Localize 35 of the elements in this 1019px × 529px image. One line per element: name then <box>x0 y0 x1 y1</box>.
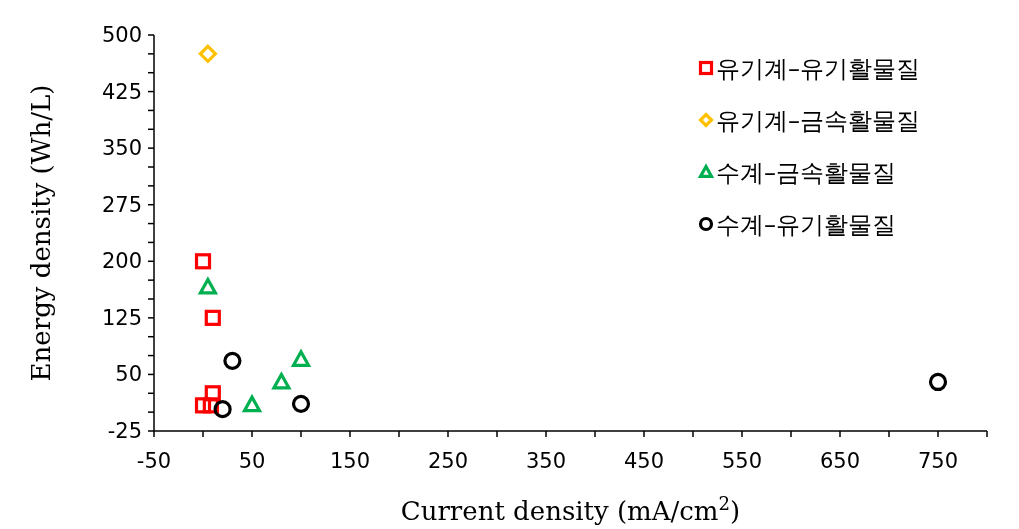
point <box>272 372 291 390</box>
legend-label: 유기계–금속활물질 <box>716 107 920 135</box>
point <box>928 372 948 392</box>
x-tick-label: 50 <box>238 449 266 473</box>
legend-label: 수계–금속활물질 <box>716 159 896 187</box>
x-tick-label: 550 <box>721 449 763 473</box>
point <box>198 277 217 295</box>
y-axis-title: Energy density (Wh/L) <box>26 84 56 382</box>
point <box>194 397 212 414</box>
x-tick-label: 650 <box>819 449 861 473</box>
x-tick-label: 450 <box>623 449 665 473</box>
point <box>223 351 242 370</box>
point <box>291 394 311 413</box>
y-tick-label: 125 <box>101 305 142 330</box>
y-tick-label: 500 <box>101 23 142 47</box>
point <box>213 400 232 419</box>
x-tick-label: 350 <box>525 449 567 473</box>
y-tick-label: -25 <box>107 419 142 443</box>
point <box>194 253 212 270</box>
y-tick-label: 350 <box>101 136 142 161</box>
x-tick-label: 750 <box>917 449 959 473</box>
legend-label: 유기계–유기활물질 <box>716 55 920 83</box>
point <box>204 309 221 326</box>
x-tick-label: 150 <box>329 449 371 473</box>
legend-label: 수계–유기활물질 <box>716 211 896 239</box>
x-tick-label: -50 <box>136 449 172 473</box>
x-axis-title: Current density (mA/cm$^{2}$) <box>400 492 741 526</box>
y-tick-label: 50 <box>115 362 142 387</box>
x-tick-label: 250 <box>427 449 469 473</box>
point <box>291 350 311 367</box>
y-tick-label: 425 <box>101 79 142 104</box>
y-tick-label: 200 <box>101 249 142 274</box>
point <box>242 395 262 413</box>
point <box>204 385 221 402</box>
y-tick-label: 275 <box>101 192 142 217</box>
